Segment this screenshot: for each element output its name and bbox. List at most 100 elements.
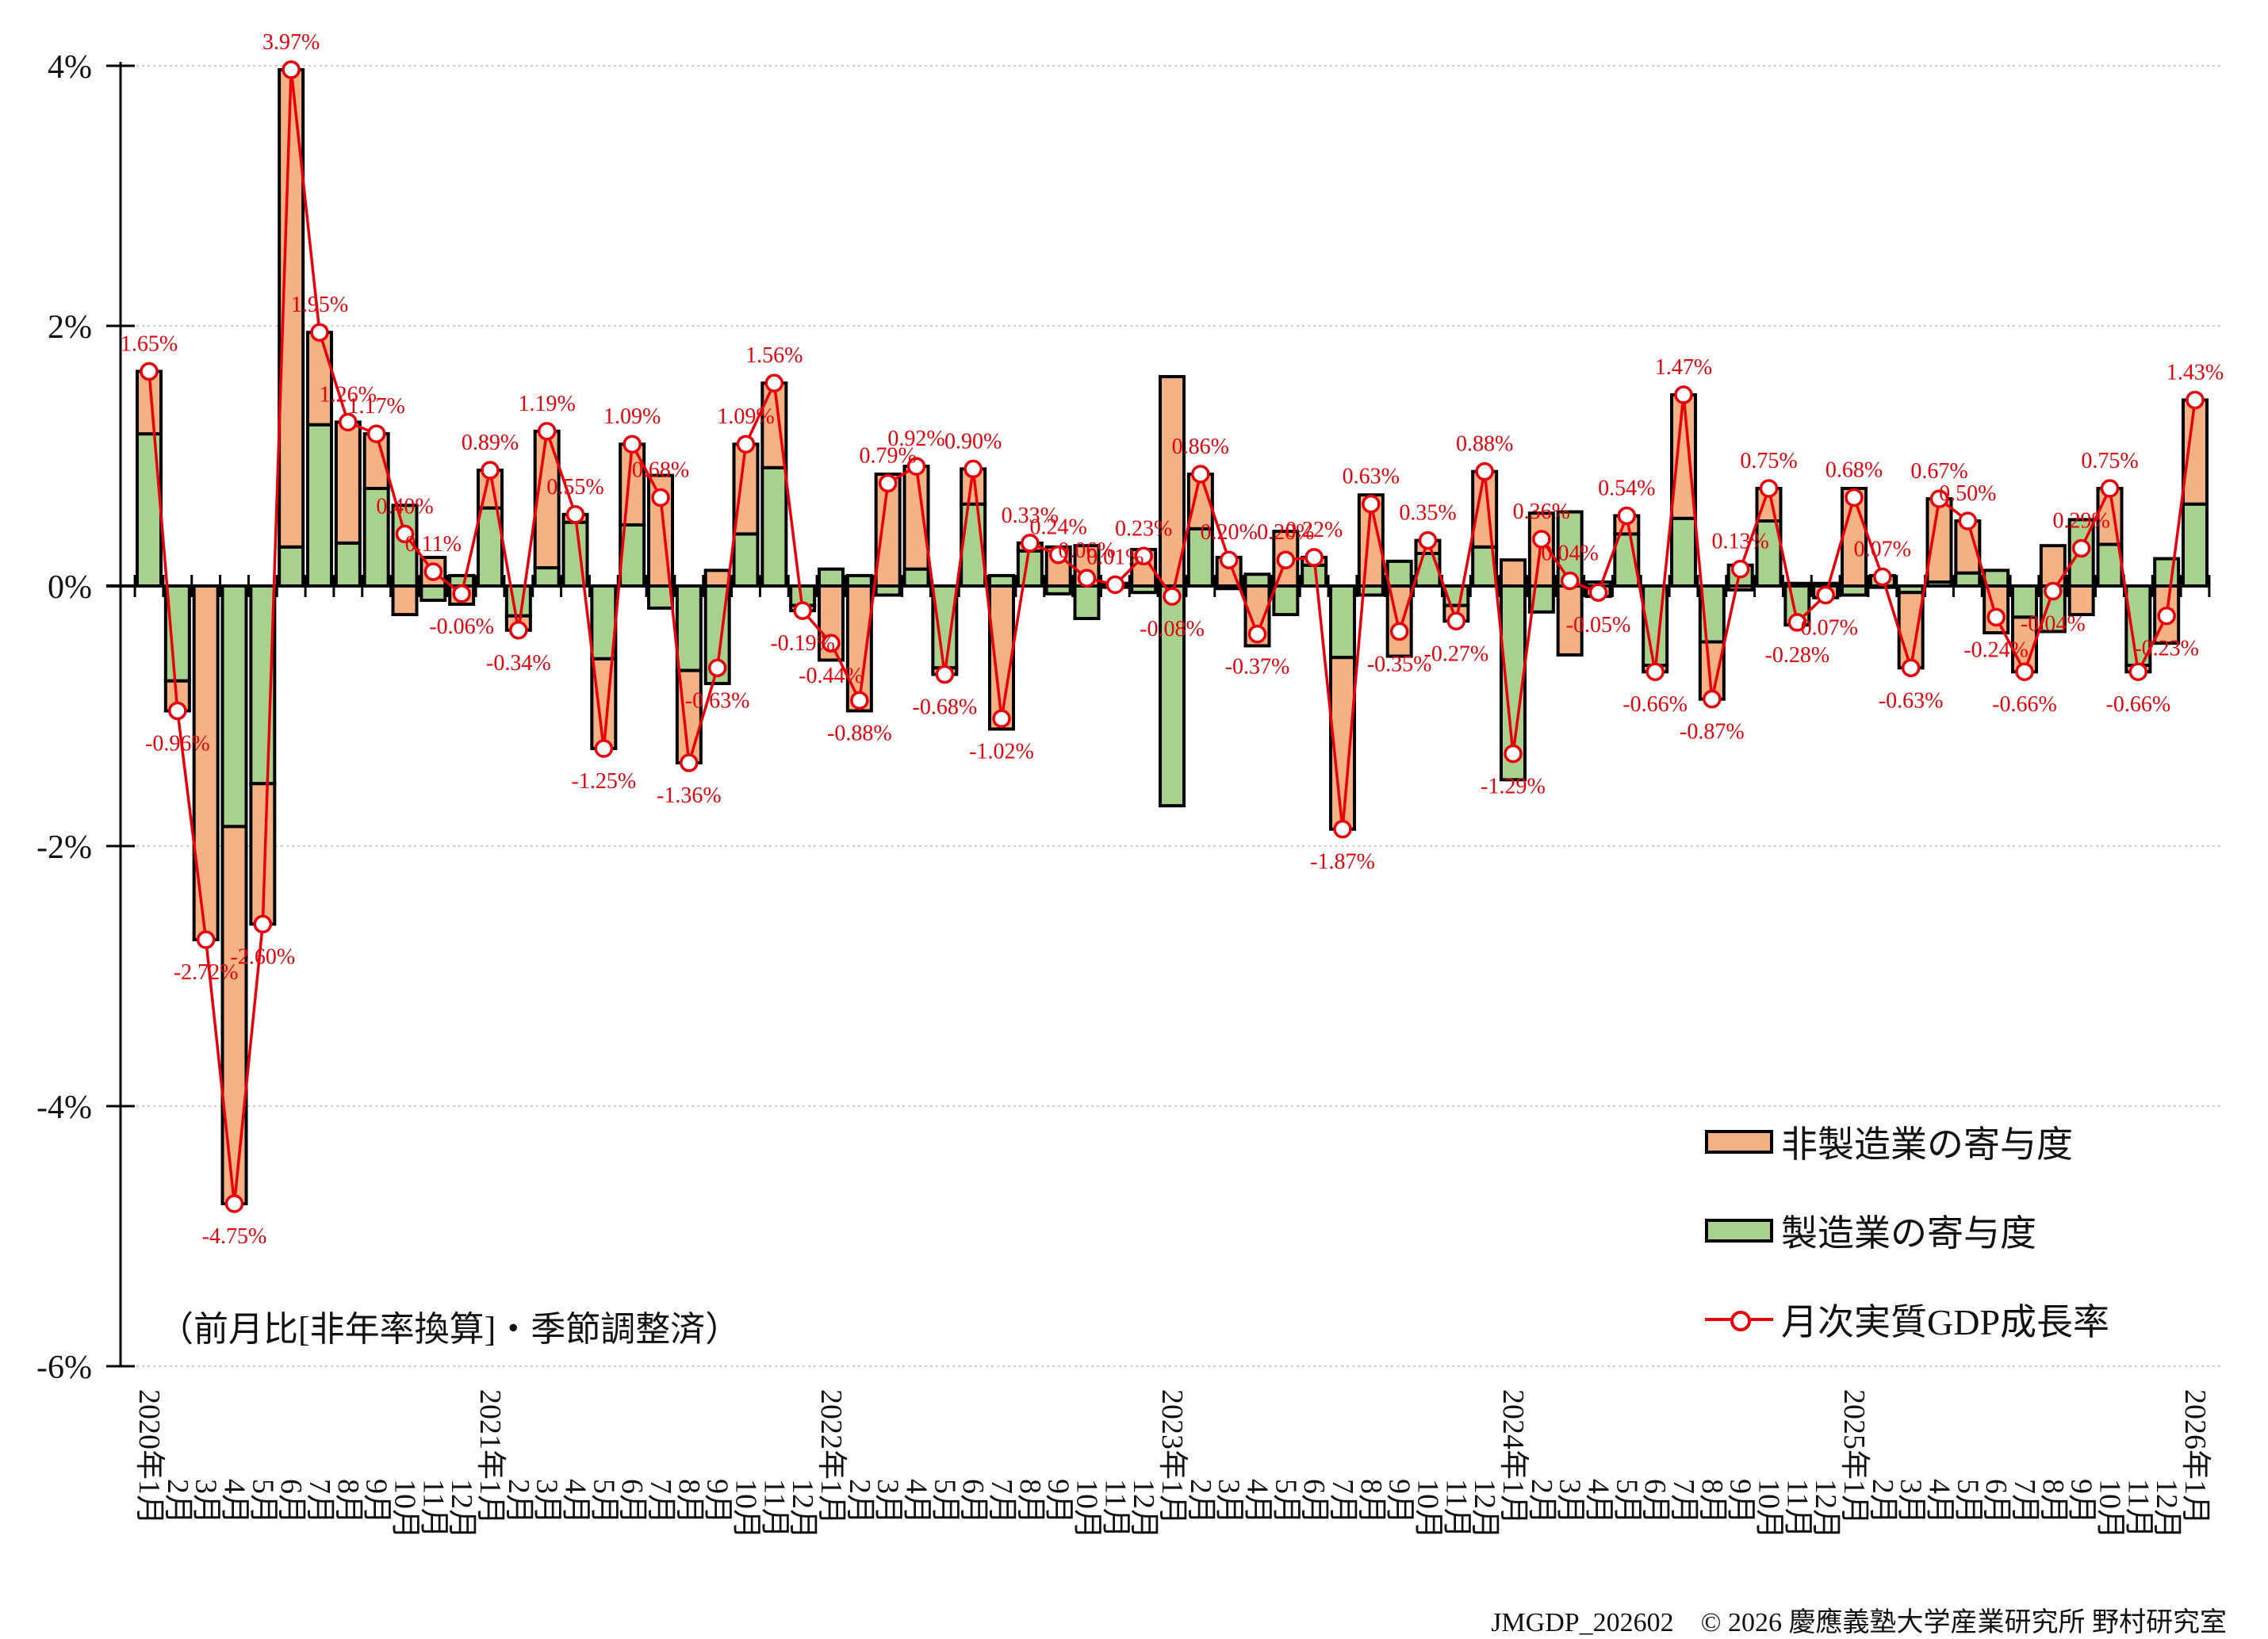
bar-non-manufacturing [306,331,333,427]
x-label-month: 3月 [190,1479,223,1524]
bar-manufacturing [1243,573,1271,588]
x-label-month: 11月 [1439,1479,1473,1538]
x-label-month: 3月 [531,1479,564,1524]
data-label: 0.79% [860,443,917,468]
data-label: -0.27% [1424,641,1489,666]
x-label-month: 5月 [587,1479,620,1524]
gdp-point-marker [1730,559,1750,579]
bar-manufacturing [760,465,788,588]
footer-credit: JMGDP_202602 © 2026 慶應義塾大学産業研究所 野村研究室 [1491,1608,2227,1637]
gdp-point-marker [736,435,756,454]
bar-manufacturing [533,566,561,588]
bar-manufacturing [334,541,362,588]
gdp-point-marker [2186,390,2205,410]
gdp-point-marker [1418,530,1438,550]
legend-item-gdp-growth: 月次実質GDP成長率 [1705,1296,2260,1343]
gdp-point-marker [1134,546,1153,566]
gdp-point-marker [509,621,528,640]
gdp-point-marker [537,422,557,441]
gdp-point-marker [253,914,273,934]
bar-non-manufacturing [391,584,419,617]
data-label: -0.07% [1793,615,1858,640]
data-label: -0.34% [486,651,551,676]
data-label: 0.55% [546,475,603,500]
y-tick-label: 2% [48,309,92,346]
data-label: -2.72% [174,960,239,985]
gdp-point-marker [565,505,585,524]
gdp-point-marker [196,930,216,949]
y-tick-label: 0% [48,569,92,606]
legend-item-manufacturing: 製造業の寄与度 [1705,1207,2260,1254]
legend-label: 非製造業の寄与度 [1781,1124,2073,1165]
data-label: 1.47% [1655,355,1712,380]
data-label: 0.11% [405,532,462,557]
gdp-point-marker [339,412,358,432]
gdp-point-marker [1163,587,1182,606]
gdp-point-marker [906,457,926,476]
gdp-point-marker [1048,545,1068,565]
data-label: 0.40% [376,494,433,519]
x-label-month: 12月 [2150,1479,2183,1539]
data-label: 0.54% [1598,476,1655,500]
x-label-month: 10月 [1412,1479,1445,1539]
gdp-point-marker [423,562,443,581]
bar-manufacturing [902,567,930,588]
gdp-point-marker [1247,624,1267,644]
x-label-month: 2月 [1866,1479,1899,1524]
gdp-point-marker [1759,479,1779,498]
bar-non-manufacturing [1670,393,1697,520]
data-label: -0.87% [1680,720,1745,745]
x-label-month: 2月 [502,1479,535,1524]
x-label-month: 12月 [1468,1479,1501,1539]
gdp-point-marker [651,488,670,507]
data-label: -0.37% [1225,655,1290,680]
gdp-point-marker [366,424,386,443]
x-label-month: 2月 [1525,1479,1558,1524]
x-label-month: 3月 [1554,1479,1587,1524]
x-label-month: 11月 [2121,1479,2155,1538]
data-label: 1.95% [291,293,348,317]
gdp-point-marker [1333,819,1352,839]
gdp-point-marker [2128,662,2148,681]
x-label-month: 5月 [246,1479,279,1524]
data-label: 1.26% [320,382,377,407]
bar-manufacturing [2182,502,2209,588]
data-label: -0.35% [1367,652,1432,676]
x-label-month: 11月 [1098,1479,1132,1538]
legend-item-non-manufacturing: 非製造業の寄与度 [1705,1118,2260,1166]
bar-manufacturing [818,567,845,588]
data-label: 0.13% [1712,530,1769,554]
x-label-month: 4月 [1582,1479,1615,1524]
y-tick-label: -4% [36,1089,92,1126]
x-label-month: 4月 [218,1479,251,1524]
legend-swatch-orange-icon [1705,1130,1773,1154]
data-label: -0.06% [429,615,494,639]
gdp-point-marker [1362,494,1381,514]
legend-swatch-green-icon [1705,1219,1773,1243]
data-label: -0.24% [1963,638,2029,662]
y-tick-label: -6% [36,1350,92,1386]
bar-non-manufacturing [703,569,731,588]
gdp-point-marker [935,664,955,684]
data-label: 0.92% [887,427,944,451]
bar-manufacturing [1329,584,1356,660]
bar-non-manufacturing [1500,558,1527,588]
data-label: -1.25% [572,769,637,794]
x-label-year: 2026年1月 [2178,1389,2212,1525]
gdp-point-marker [1276,550,1296,569]
bar-non-manufacturing [1897,591,1925,670]
x-label-month: 10月 [2094,1479,2127,1539]
x-label-month: 4月 [1923,1479,1956,1524]
x-label-month: 8月 [1013,1479,1047,1524]
bar-non-manufacturing [2182,398,2209,506]
x-label-month: 6月 [615,1479,649,1524]
x-label-month: 11月 [1780,1479,1814,1538]
data-label: -0.05% [1566,613,1631,638]
x-label-year: 2021年1月 [473,1389,507,1525]
data-label: 0.89% [462,431,519,455]
x-label-month: 5月 [928,1479,961,1524]
data-label: 0.33% [1002,504,1059,528]
data-label: 0.23% [1115,516,1172,541]
x-label-month: 7月 [1326,1479,1359,1524]
x-label-month: 7月 [303,1479,336,1524]
